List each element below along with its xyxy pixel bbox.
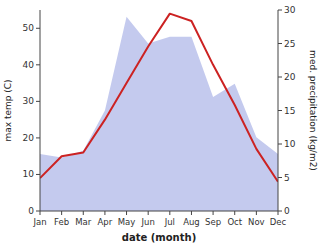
x-tick xyxy=(61,211,62,215)
y-tick-label: 10 xyxy=(23,169,35,179)
x-tick xyxy=(40,211,41,215)
x-tick xyxy=(191,211,192,215)
x-tick xyxy=(126,211,127,215)
x-tick-label: May xyxy=(118,217,136,227)
y-axis-label: max temp (C) xyxy=(3,79,13,141)
y-tick xyxy=(36,101,40,102)
x-tick-label: Feb xyxy=(54,217,69,227)
precipitation-area xyxy=(40,17,278,211)
y2-tick-label: 15 xyxy=(284,106,295,116)
y-tick-label: 50 xyxy=(23,23,35,33)
x-tick xyxy=(169,211,170,215)
y-tick-label: 40 xyxy=(23,60,35,70)
y-tick xyxy=(36,28,40,29)
x-tick xyxy=(234,211,235,215)
y-tick-label: 0 xyxy=(28,206,34,216)
x-tick-label: Oct xyxy=(227,217,242,227)
x-tick-label: Jun xyxy=(141,217,155,227)
y2-tick-label: 30 xyxy=(284,5,296,15)
x-tick-label: Sep xyxy=(205,217,221,227)
y-axis-line xyxy=(40,10,41,211)
x-tick xyxy=(278,211,279,215)
x-tick-label: Mar xyxy=(75,217,92,227)
temperature-line xyxy=(40,14,278,182)
plot-area xyxy=(40,14,278,211)
x-tick-label: Nov xyxy=(248,217,265,227)
y2-tick xyxy=(278,144,282,145)
chart: 0 10 20 30 40 50 0 5 10 15 20 25 30 Jan Feb Mar Apr May Ju… xyxy=(0,0,318,247)
x-tick-label: Jan xyxy=(32,217,46,227)
y-tick xyxy=(36,211,40,212)
x-tick-label: Aug xyxy=(183,217,200,227)
y2-tick xyxy=(278,43,282,44)
x-axis-line xyxy=(40,211,278,212)
y2-tick xyxy=(278,211,282,212)
y2-tick xyxy=(278,177,282,178)
y2-tick-label: 5 xyxy=(284,173,290,183)
y2-tick-label: 0 xyxy=(284,206,290,216)
y2-tick xyxy=(278,77,282,78)
y2-tick-label: 20 xyxy=(284,72,296,82)
y-tick xyxy=(36,174,40,175)
x-tick-label: Jul xyxy=(164,217,175,227)
x-tick xyxy=(148,211,149,215)
x-tick xyxy=(256,211,257,215)
y2-tick xyxy=(278,10,282,11)
x-tick xyxy=(83,211,84,215)
y2-axis-label: med. precipitation (kg/m2) xyxy=(308,50,318,171)
y2-tick-label: 10 xyxy=(284,139,296,149)
y-tick-label: 30 xyxy=(23,96,35,106)
y-tick xyxy=(36,64,40,65)
x-tick-label: Apr xyxy=(98,217,113,227)
y-tick xyxy=(36,137,40,138)
x-tick xyxy=(104,211,105,215)
x-tick xyxy=(213,211,214,215)
y-tick-label: 20 xyxy=(23,133,35,143)
x-tick-label: Dec xyxy=(270,217,287,227)
x-axis-label: date (month) xyxy=(122,232,196,243)
y2-tick xyxy=(278,110,282,111)
y2-tick-label: 25 xyxy=(284,39,295,49)
